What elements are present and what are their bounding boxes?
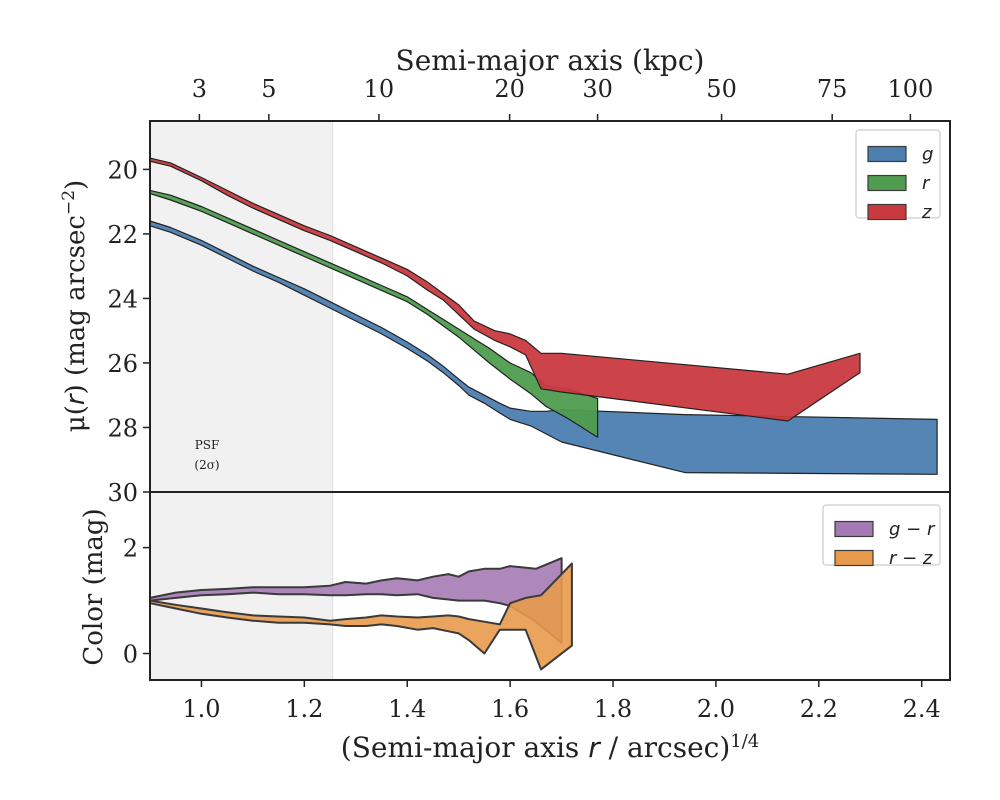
y-tick-label: 24 <box>107 285 138 313</box>
x-tick-label: 1.8 <box>594 695 632 723</box>
y-tick-label: 22 <box>107 221 138 249</box>
color-legend: g − r r − z <box>822 504 941 569</box>
band-profiles <box>149 157 938 475</box>
bottom-panel: 02 1.0 1.2 1.4 1.6 1.8 2.0 2.2 2.4 Color (mag) … <box>79 491 951 765</box>
top-x-tick-label: 10 <box>364 75 395 103</box>
color-y-tick-label: 2 <box>123 535 138 563</box>
psf-region <box>150 492 333 680</box>
top-x-axis-ticks: 3 5 10 20 30 50 75 100 <box>192 75 933 121</box>
x-tick-label: 1.6 <box>491 695 529 723</box>
band-legend: grz <box>855 129 941 223</box>
color-profiles <box>149 557 573 671</box>
y-axis-ticks: 20 22 24 26 28 30 <box>107 156 150 507</box>
legend-label: g − r <box>889 519 936 540</box>
band-z <box>149 157 861 422</box>
y-tick-label: 30 <box>107 479 138 507</box>
top-x-tick-label: 50 <box>706 75 737 103</box>
y-axis-label: μ(r) (mag arcsec−2) <box>59 180 91 432</box>
psf-region <box>150 121 333 492</box>
x-tick-label: 2.2 <box>800 695 838 723</box>
band-r <box>149 189 599 438</box>
band-rz <box>149 562 573 671</box>
legend-swatch <box>834 549 874 567</box>
y-tick-label: 20 <box>107 156 138 184</box>
top-x-tick-label: 75 <box>817 75 848 103</box>
top-x-tick-label: 20 <box>494 75 525 103</box>
color-y-axis-label: Color (mag) <box>79 508 109 665</box>
bottom-panel-frame <box>149 491 951 681</box>
x-tick-label: 2.0 <box>697 695 735 723</box>
x-tick-label: 2.4 <box>903 695 941 723</box>
legend-swatch <box>834 520 874 538</box>
legend-swatch <box>867 203 907 221</box>
x-axis-label: (Semi-major axis r / arcsec)1/4 <box>341 731 759 765</box>
psf-label-line1: PSF <box>195 438 220 452</box>
x-axis-ticks: 1.0 1.2 1.4 1.6 1.8 2.0 2.2 2.4 <box>182 680 941 723</box>
top-x-axis-label: Semi-major axis (kpc) <box>396 44 705 77</box>
top-panel: PSF (2σ) 20 22 24 26 28 30 3 5 10 20 30 50 75 100 Se… <box>59 44 951 507</box>
legend-swatch <box>867 174 907 192</box>
x-tick-label: 1.2 <box>285 695 323 723</box>
top-x-tick-label: 5 <box>261 75 276 103</box>
x-tick-label: 1.4 <box>388 695 426 723</box>
legend-label: r − z <box>889 548 933 569</box>
top-x-tick-label: 3 <box>192 75 207 103</box>
legend-swatch <box>867 145 907 163</box>
color-y-axis-ticks: 02 <box>123 535 150 669</box>
band-g <box>149 220 938 475</box>
psf-label-line2: (2σ) <box>194 458 219 472</box>
legend-label: g <box>922 144 933 165</box>
legend-label: r <box>922 173 931 194</box>
legend-label: z <box>921 202 932 223</box>
y-tick-label: 26 <box>107 350 138 378</box>
top-x-tick-label: 30 <box>582 75 613 103</box>
color-y-tick-label: 0 <box>123 641 138 669</box>
y-tick-label: 28 <box>107 414 138 442</box>
x-tick-label: 1.0 <box>182 695 220 723</box>
top-x-tick-label: 100 <box>887 75 933 103</box>
